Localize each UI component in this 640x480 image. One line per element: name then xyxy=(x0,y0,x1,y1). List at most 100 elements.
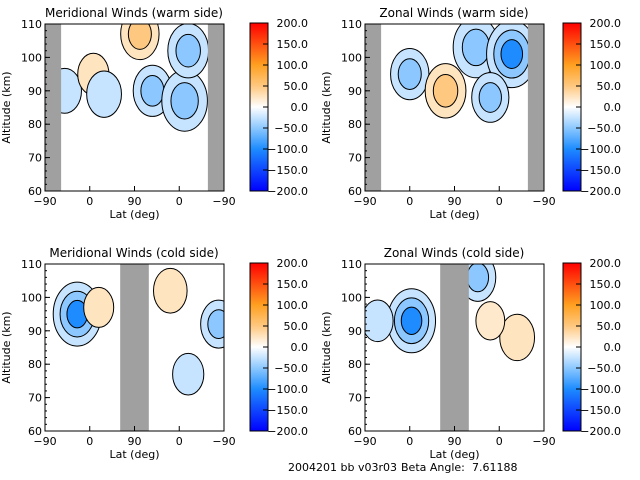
contour-feature xyxy=(120,24,160,61)
contour-level xyxy=(466,264,490,293)
contour-level xyxy=(170,82,199,120)
x-tick-label: 0 xyxy=(86,195,93,208)
contour-level xyxy=(400,306,423,335)
y-tick-label: 80 xyxy=(28,358,42,371)
panel-1: 60 70 80 90 100 110 −90 0 90 0 −90 Meridional Winds… xyxy=(0,6,308,221)
colorbar: 200.0 150.0 100.0 50.0 0.0 −50.0 −100.0 −150.0 −… xyxy=(562,257,622,438)
y-tick-label: 70 xyxy=(348,152,362,165)
x-axis-label: Lat (deg) xyxy=(430,448,480,461)
contour-level xyxy=(175,33,201,68)
chart-title: Meridional Winds (warm side) xyxy=(45,6,223,20)
y-tick-label: 60 xyxy=(28,185,42,198)
contour-level xyxy=(500,39,524,69)
x-tick-label: −90 xyxy=(212,195,235,208)
colorbar-tick-label: −100.0 xyxy=(580,383,621,396)
colorbar: 200.0 150.0 100.0 50.0 0.0 −50.0 −100.0 −150.0 −… xyxy=(249,17,309,198)
no-data-band xyxy=(365,24,382,191)
y-tick-label: 60 xyxy=(28,425,42,438)
colorbar-tick-label: −50.0 xyxy=(587,122,621,135)
x-tick-label: 0 xyxy=(496,435,503,448)
contour-level xyxy=(127,24,152,50)
x-tick-label: −90 xyxy=(532,435,555,448)
y-axis-label: Altitude (km) xyxy=(0,311,13,383)
colorbar-tick-label: 0.0 xyxy=(604,341,622,354)
colorbar-tick-label: 50.0 xyxy=(597,80,622,93)
x-axis-label: Lat (deg) xyxy=(430,208,480,221)
contour-feature xyxy=(153,267,188,314)
contour-feature xyxy=(424,63,467,119)
x-tick-label: −90 xyxy=(33,195,56,208)
plot-area xyxy=(45,24,224,191)
colorbar-tick-label: 100.0 xyxy=(590,299,622,312)
no-data-band xyxy=(440,264,469,431)
colorbar-tick-label: −50.0 xyxy=(274,122,308,135)
contour-feature xyxy=(499,313,536,362)
y-tick-label: 110 xyxy=(21,258,42,271)
colorbar-tick-label: 0.0 xyxy=(291,341,309,354)
y-tick-label: 60 xyxy=(348,425,362,438)
contour-feature xyxy=(486,24,538,89)
y-tick-label: 60 xyxy=(348,185,362,198)
colorbar-tick-label: −150.0 xyxy=(580,404,621,417)
contour-level xyxy=(172,352,205,396)
contour-level xyxy=(475,301,506,341)
contour-feature xyxy=(83,286,115,328)
x-tick-label: 0 xyxy=(406,195,413,208)
colorbar-tick-label: −150.0 xyxy=(267,404,308,417)
panel-3: 60 70 80 90 100 110 −90 0 90 0 −90 Meridional Winds… xyxy=(0,246,308,461)
colorbar-tick-label: 50.0 xyxy=(284,320,309,333)
x-tick-label: 90 xyxy=(448,195,462,208)
y-tick-label: 100 xyxy=(341,51,362,64)
plot-area xyxy=(365,24,544,191)
colorbar-tick-label: −100.0 xyxy=(267,383,308,396)
chart-title: Meridional Winds (cold side) xyxy=(49,246,218,260)
y-tick-label: 90 xyxy=(28,325,42,338)
contour-level xyxy=(499,313,536,362)
colorbar-tick-label: 0.0 xyxy=(291,101,309,114)
colorbar-tick-label: −200.0 xyxy=(267,185,308,198)
chart-title: Zonal Winds (cold side) xyxy=(384,246,525,260)
y-tick-label: 100 xyxy=(341,291,362,304)
colorbar-tick-label: 200.0 xyxy=(590,17,622,30)
x-tick-label: 0 xyxy=(176,435,183,448)
colorbar-tick-label: −100.0 xyxy=(267,143,308,156)
y-axis-label: Altitude (km) xyxy=(0,71,13,143)
contour-feature xyxy=(161,69,208,132)
y-tick-label: 90 xyxy=(348,325,362,338)
colorbar-tick-label: 50.0 xyxy=(597,320,622,333)
y-tick-label: 90 xyxy=(348,85,362,98)
colorbar: 200.0 150.0 100.0 50.0 0.0 −50.0 −100.0 −150.0 −… xyxy=(562,17,622,198)
y-tick-label: 110 xyxy=(21,18,42,31)
colorbar: 200.0 150.0 100.0 50.0 0.0 −50.0 −100.0 −150.0 −… xyxy=(249,257,309,438)
y-tick-label: 80 xyxy=(28,118,42,131)
x-tick-label: 0 xyxy=(496,195,503,208)
colorbar-tick-label: 50.0 xyxy=(284,80,309,93)
contour-feature xyxy=(167,24,210,79)
y-tick-label: 110 xyxy=(341,18,362,31)
colorbar-tick-label: 150.0 xyxy=(277,38,309,51)
footer-run-id: 2004201 bb v03r03 xyxy=(288,461,397,474)
colorbar-tick-label: 100.0 xyxy=(590,59,622,72)
y-tick-label: 90 xyxy=(28,85,42,98)
contour-level xyxy=(432,73,459,108)
colorbar-tick-label: −150.0 xyxy=(267,164,308,177)
contour-level xyxy=(365,299,394,343)
y-tick-label: 100 xyxy=(21,51,42,64)
contour-feature xyxy=(172,352,205,396)
x-tick-label: −90 xyxy=(212,435,235,448)
colorbar-tick-label: −50.0 xyxy=(274,362,308,375)
colorbar-tick-label: −150.0 xyxy=(580,164,621,177)
no-data-band xyxy=(120,264,149,431)
y-tick-label: 100 xyxy=(21,291,42,304)
colorbar-tick-label: −200.0 xyxy=(580,185,621,198)
colorbar-tick-label: 150.0 xyxy=(590,278,622,291)
panel-4: 60 70 80 90 100 110 −90 0 90 0 −90 Zonal Winds (col… xyxy=(320,246,621,461)
colorbar-tick-label: 100.0 xyxy=(277,59,309,72)
y-axis-label: Altitude (km) xyxy=(320,71,333,143)
colorbar-tick-label: −50.0 xyxy=(587,362,621,375)
contour-level xyxy=(140,74,165,107)
x-tick-label: 0 xyxy=(176,195,183,208)
y-tick-label: 70 xyxy=(28,152,42,165)
x-tick-label: 0 xyxy=(86,435,93,448)
y-tick-label: 80 xyxy=(348,358,362,371)
